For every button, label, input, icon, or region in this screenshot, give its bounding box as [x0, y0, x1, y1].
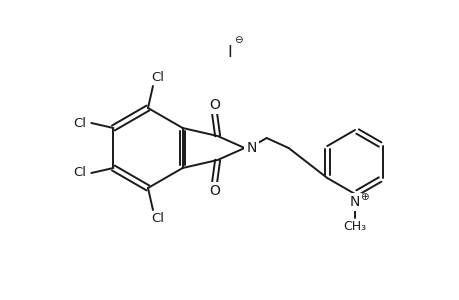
Text: Cl: Cl: [151, 70, 164, 83]
Text: ⊖: ⊖: [233, 35, 242, 45]
Text: I: I: [227, 44, 232, 59]
Text: O: O: [209, 184, 219, 198]
Text: N: N: [246, 141, 256, 155]
Text: N: N: [349, 195, 359, 209]
Text: Cl: Cl: [151, 212, 164, 226]
Text: O: O: [209, 98, 219, 112]
Text: CH₃: CH₃: [343, 220, 366, 233]
Text: ⊕: ⊕: [359, 192, 368, 202]
Text: Cl: Cl: [73, 167, 86, 179]
Text: Cl: Cl: [73, 116, 86, 130]
